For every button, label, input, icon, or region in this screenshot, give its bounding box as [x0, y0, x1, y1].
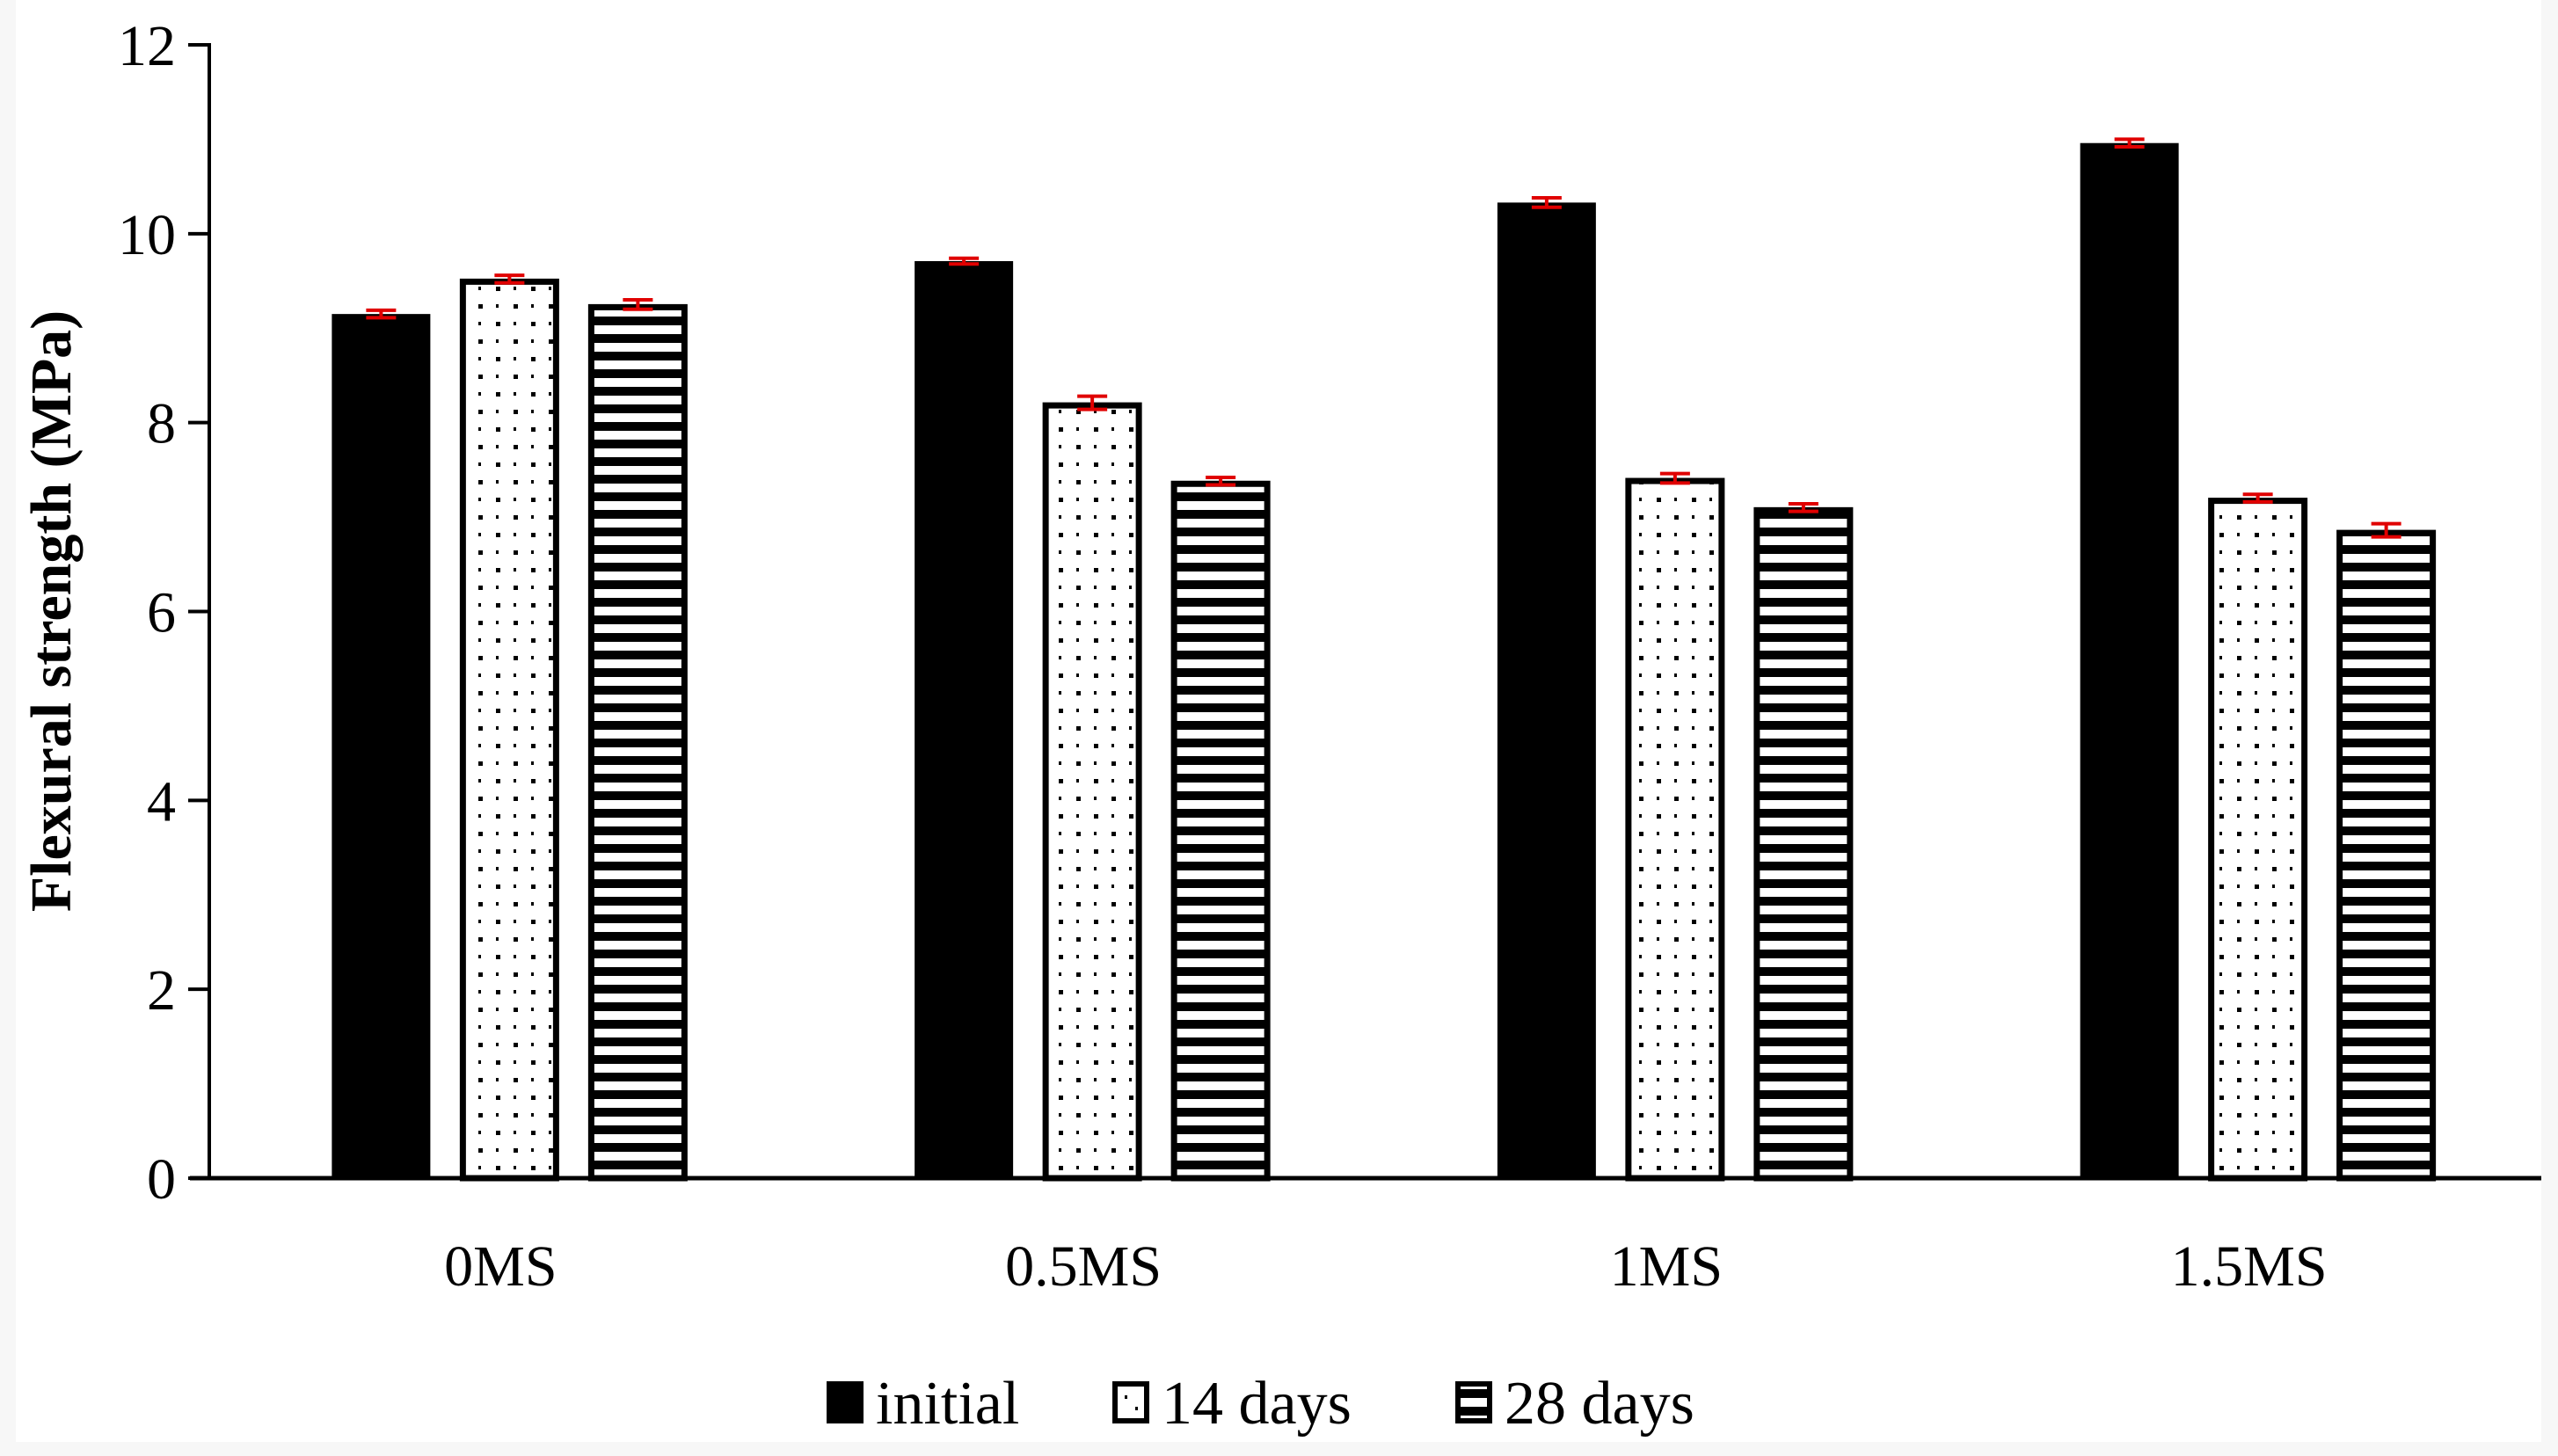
bar-28-days-1MS — [1753, 506, 1854, 1182]
x-tick-label: 1.5MS — [2171, 1234, 2328, 1299]
x-tick-label: 0MS — [444, 1234, 557, 1299]
bars-layer — [332, 142, 2437, 1182]
bar-14-days-1MS — [1625, 477, 1725, 1182]
y-tick-label: 10 — [118, 203, 176, 267]
error-bar — [494, 273, 525, 285]
bar-14-days-0MS — [459, 278, 559, 1182]
bar-14-days-1.5MS — [2208, 498, 2308, 1182]
y-tick-label: 0 — [147, 1147, 176, 1212]
error-bar — [2242, 492, 2273, 504]
legend-swatch-icon — [1112, 1381, 1149, 1423]
error-bar — [2114, 137, 2145, 149]
bar-initial-0MS — [332, 314, 431, 1178]
x-tick-label: 0.5MS — [1005, 1234, 1162, 1299]
y-tick-label: 2 — [147, 958, 176, 1023]
error-bar — [1206, 475, 1236, 487]
y-ticks: 0 2 4 6 8 10 12 — [118, 14, 209, 1212]
bar-initial-1.5MS — [2080, 142, 2179, 1178]
error-bar — [2371, 521, 2401, 539]
y-tick-label: 12 — [118, 14, 176, 78]
error-bar — [1788, 502, 1818, 513]
error-bar — [1077, 394, 1108, 411]
bar-28-days-0.5MS — [1170, 480, 1271, 1182]
error-bar — [1659, 471, 1690, 485]
bar-28-days-0MS — [587, 303, 688, 1182]
legend-swatch-icon — [1455, 1381, 1492, 1423]
bar-initial-1MS — [1497, 202, 1596, 1178]
y-tick-label: 6 — [147, 581, 176, 645]
bar-14-days-0.5MS — [1042, 402, 1142, 1182]
bar-initial-0.5MS — [915, 260, 1014, 1179]
y-tick-label: 8 — [147, 392, 176, 456]
legend-label: 28 days — [1505, 1370, 1694, 1438]
legend-item-14-days: 14 days — [1112, 1370, 1352, 1438]
error-bar — [366, 308, 397, 320]
legend-swatch-icon — [827, 1381, 864, 1423]
legend-label: 14 days — [1162, 1370, 1352, 1438]
legend: initial 14 days 28 days — [827, 1370, 1694, 1438]
y-axis-title: Flexural strength (MPa) — [19, 310, 84, 912]
x-ticks: 0MS 0.5MS 1MS 1.5MS — [444, 1234, 2327, 1299]
error-bar — [1531, 196, 1562, 209]
error-bar — [949, 256, 980, 266]
y-tick-label: 4 — [147, 769, 176, 834]
x-tick-label: 1MS — [1610, 1234, 1723, 1299]
error-bar — [623, 298, 653, 311]
legend-item-initial: initial — [827, 1370, 1019, 1438]
legend-item-28-days: 28 days — [1455, 1370, 1694, 1438]
legend-label: initial — [876, 1370, 1019, 1438]
error-bars-layer — [366, 137, 2401, 539]
bar-28-days-1.5MS — [2336, 529, 2437, 1182]
